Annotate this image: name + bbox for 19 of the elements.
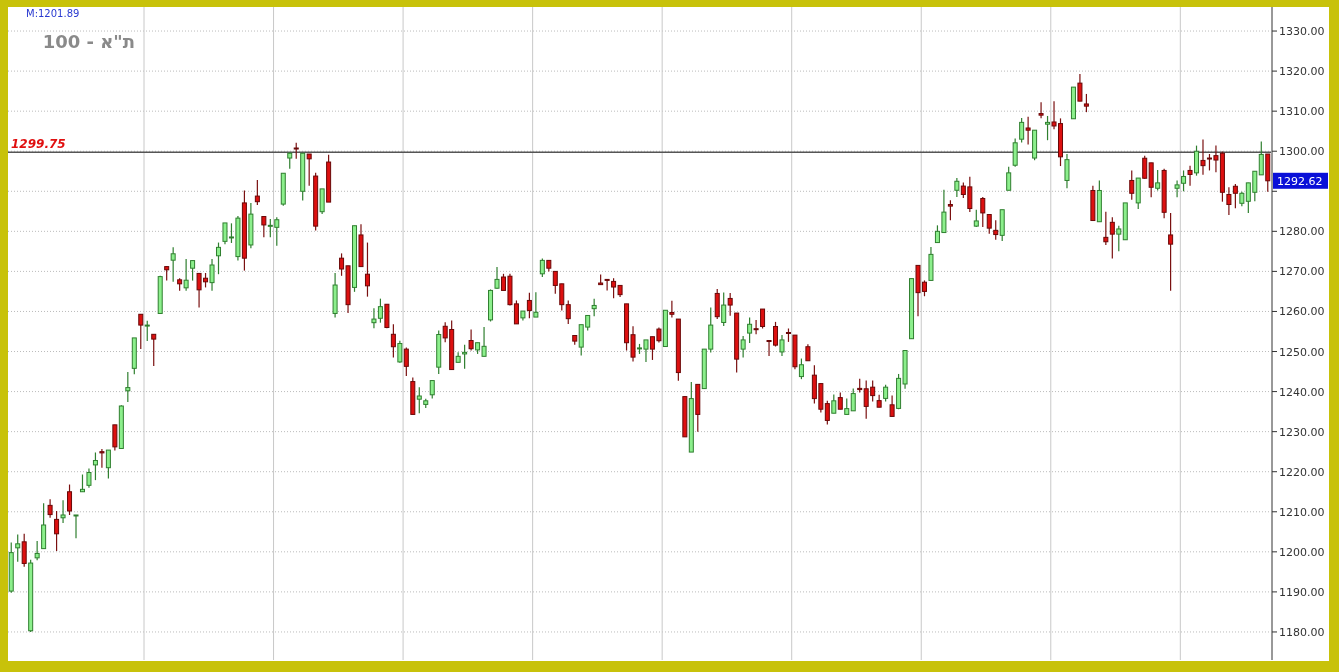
y-tick-label: 1210.00	[1279, 505, 1325, 519]
y-tick-label: 1250.00	[1279, 345, 1325, 359]
annotation: M:1201.89	[26, 8, 80, 19]
text: 1292.62	[1277, 174, 1323, 188]
ref-line-label: 1299.75	[11, 137, 66, 152]
y-tick-label: 1260.00	[1279, 305, 1325, 319]
y-tick-label: 1190.00	[1279, 585, 1325, 599]
y-tick-label: 1240.00	[1279, 385, 1325, 399]
y-tick-label: 1330.00	[1279, 25, 1325, 39]
y-tick-label: 1230.00	[1279, 425, 1325, 439]
y-tick-label: 1220.00	[1279, 465, 1325, 479]
text: ת"א - 100	[42, 31, 135, 52]
y-tick-label: 1320.00	[1279, 65, 1325, 79]
y-tick-label: 1270.00	[1279, 265, 1325, 279]
y-tick-label: 1310.00	[1279, 105, 1325, 119]
y-tick-label: 1300.00	[1279, 145, 1325, 159]
y-tick-label: 1280.00	[1279, 225, 1325, 239]
y-tick-label: 1200.00	[1279, 545, 1325, 559]
y-tick-label: 1180.00	[1279, 625, 1325, 639]
